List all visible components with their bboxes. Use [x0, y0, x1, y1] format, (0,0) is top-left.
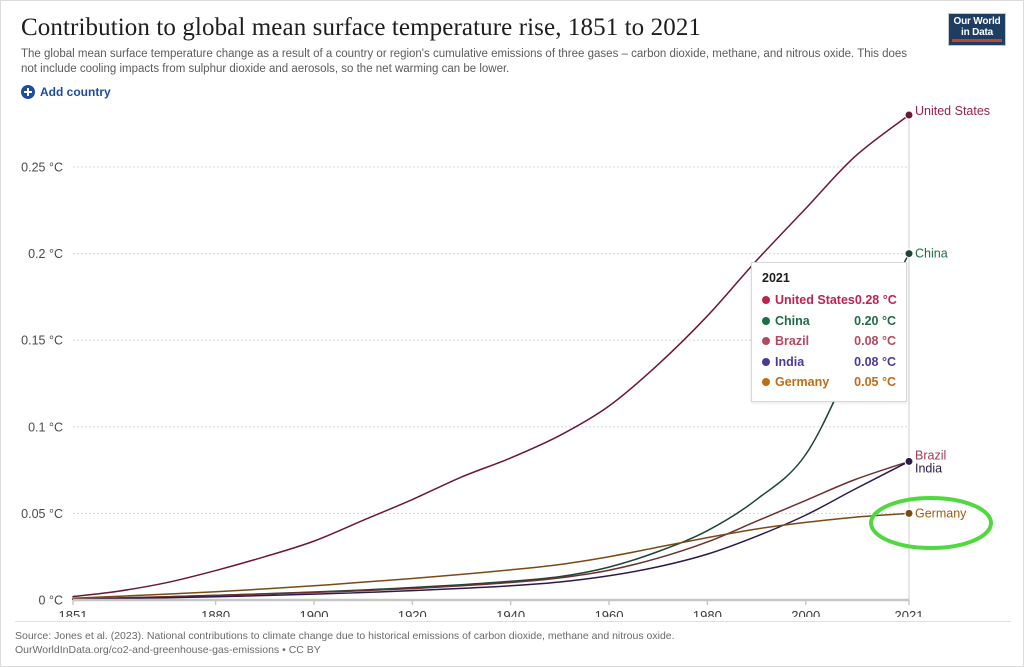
owid-logo[interactable]: Our World in Data: [948, 13, 1006, 46]
x-axis-tick-label: 1940: [496, 608, 525, 617]
y-axis-tick-label: 0.2 °C: [28, 247, 63, 261]
x-axis: 1851 1880 1900 1920 1940 1960 1980 2000 2021: [59, 598, 924, 617]
series-color-dot: [762, 337, 770, 346]
tooltip-row: China 0.20 °C: [762, 311, 896, 332]
tooltip-rows: United States 0.28 °C China 0.20 °C Brazil 0.…: [762, 290, 897, 393]
tooltip-series-name: United States: [775, 293, 855, 308]
tooltip-row: United States 0.28 °C: [762, 290, 897, 311]
end-marker-china[interactable]: [904, 249, 914, 259]
footer-divider: [15, 621, 1011, 622]
series-end-label-brazil[interactable]: Brazil: [915, 448, 946, 462]
x-axis-tick-label: 1880: [201, 608, 230, 617]
series-color-dot: [762, 378, 770, 387]
tooltip-series-value: 0.08 °C: [854, 354, 896, 369]
series-line-india[interactable]: [72, 460, 910, 601]
y-axis-tick-label: 0 °C: [39, 594, 63, 608]
page-title: Contribution to global mean surface temp…: [21, 14, 702, 41]
tooltip-row: India 0.08 °C: [762, 352, 896, 373]
germany-highlight-ellipse: [869, 496, 993, 550]
chart-tooltip: 2021 United States 0.28 °C China 0.20 °C Bra…: [751, 262, 907, 402]
series-line-germany[interactable]: [72, 512, 910, 600]
x-axis-tick-label: 1960: [595, 608, 624, 617]
tooltip-row: Brazil 0.08 °C: [762, 331, 896, 352]
chart-subtitle: The global mean surface temperature chan…: [21, 48, 908, 75]
footer-source: Source: Jones et al. (2023). National co…: [15, 630, 675, 642]
tooltip-series-value: 0.28 °C: [854, 293, 897, 308]
series-color-dot: [762, 296, 770, 305]
add-country-label: Add country: [40, 85, 111, 99]
series-end-label-germany[interactable]: Germany: [915, 506, 967, 520]
series-end-label-china[interactable]: China: [915, 247, 948, 261]
tooltip-series-value: 0.08 °C: [854, 334, 896, 349]
tooltip-series-name: Brazil: [775, 334, 810, 349]
tooltip-series-value: 0.20 °C: [854, 313, 896, 328]
x-axis-tick-label: 1851: [59, 608, 88, 617]
series-color-dot: [762, 357, 770, 366]
add-country-button[interactable]: Add country: [21, 85, 111, 99]
x-axis-tick-label: 1900: [300, 608, 329, 617]
chart-header: Contribution to global mean surface temp…: [1, 1, 1023, 76]
tooltip-row: Germany 0.05 °C: [762, 372, 896, 393]
x-axis-tick-label: 2000: [791, 608, 820, 617]
series-color-dot: [762, 316, 770, 325]
highlight-annotation: [869, 496, 993, 550]
owid-logo-rule: [952, 39, 1002, 42]
series-lines: [72, 114, 910, 601]
x-axis-tick-label: 2021: [895, 608, 924, 617]
series-end-label-united-states[interactable]: United States: [915, 105, 990, 118]
series-line-brazil[interactable]: [72, 460, 910, 600]
tooltip-series-name: China: [775, 313, 810, 328]
chart-plot-area[interactable]: 0 °C 0.05 °C 0.1 °C 0.15 °C 0.2 °C 0.25 °C Un…: [1, 105, 1023, 617]
series-line-united-states[interactable]: [72, 114, 910, 598]
line-chart-svg: 0 °C 0.05 °C 0.1 °C 0.15 °C 0.2 °C 0.25 °C Un…: [21, 105, 993, 617]
x-axis-tick-label: 1980: [693, 608, 722, 617]
end-marker-germany[interactable]: [904, 508, 914, 518]
end-marker-india[interactable]: [904, 456, 914, 466]
y-axis-ticks: 0 °C 0.05 °C 0.1 °C 0.15 °C 0.2 °C 0.25 °C: [21, 160, 63, 607]
plus-icon: [21, 85, 35, 99]
owid-logo-line-2: in Data: [961, 27, 993, 38]
series-end-markers: [904, 110, 914, 518]
tooltip-year: 2021: [762, 271, 790, 285]
end-marker-united-states[interactable]: [904, 110, 914, 120]
y-axis-tick-label: 0.25 °C: [21, 160, 63, 174]
chart-footer: Source: Jones et al. (2023). National co…: [15, 621, 1011, 657]
y-axis-tick-label: 0.1 °C: [28, 420, 63, 434]
y-axis-tick-label: 0.15 °C: [21, 334, 63, 348]
y-axis-tick-label: 0.05 °C: [21, 507, 63, 521]
footer-license[interactable]: OurWorldInData.org/co2-and-greenhouse-ga…: [15, 643, 321, 656]
owid-logo-line-1: Our World: [953, 16, 1001, 27]
x-axis-tick-label: 1920: [398, 608, 427, 617]
tooltip-series-name: India: [775, 354, 805, 369]
series-end-label-india[interactable]: India: [915, 461, 942, 475]
tooltip-series-name: Germany: [775, 375, 830, 390]
tooltip-series-value: 0.05 °C: [854, 375, 896, 390]
